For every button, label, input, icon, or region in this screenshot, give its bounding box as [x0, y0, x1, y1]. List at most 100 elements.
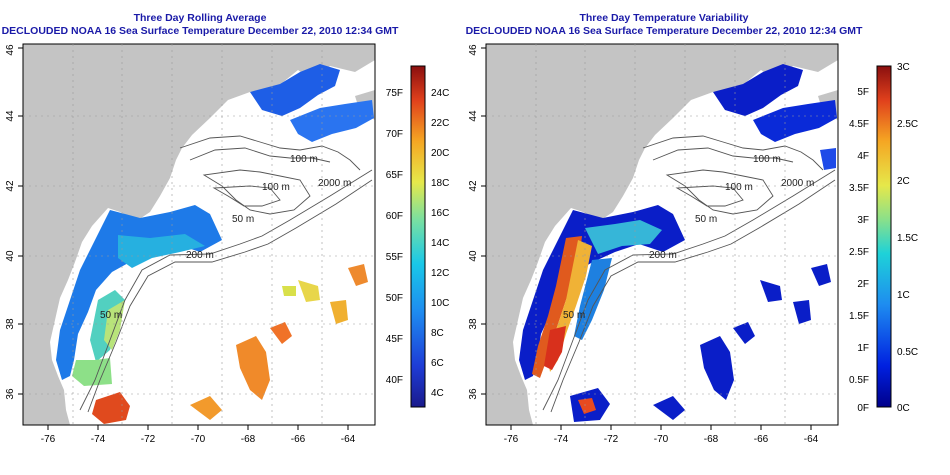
right-map-frame — [485, 43, 839, 426]
contour-label: 2000 m — [781, 178, 814, 189]
colorbar-right-label: 24C — [431, 88, 449, 99]
left-bathymetry-contours — [79, 135, 373, 413]
left-contour-labels: 100 m 100 m 50 m 2000 m 200 m 50 m — [100, 154, 351, 321]
colorbar-left-label: 45F — [386, 334, 403, 345]
right-y-axis: 36 38 40 42 44 46 — [468, 44, 486, 400]
y-tick-label: 38 — [468, 318, 479, 330]
contour-label: 200 m — [649, 250, 677, 261]
right-map-title-line2: DECLOUDED NOAA 16 Sea Surface Temperatur… — [465, 25, 863, 37]
left-colorbar: 75F 70F 65F 60F 55F 50F 45F 40F 24C 22C … — [386, 65, 449, 408]
x-tick-label: -74 — [554, 434, 569, 445]
right-map-title: Three Day Temperature Variability DECLOU… — [458, 12, 870, 38]
right-contour-labels: 100 m 100 m 50 m 2000 m 200 m 50 m — [563, 154, 814, 321]
y-tick-label: 46 — [468, 44, 479, 56]
x-tick-label: -66 — [291, 434, 306, 445]
right-map: 100 m 100 m 50 m 2000 m 200 m 50 m -76 -… — [468, 43, 918, 445]
y-tick-label: 42 — [468, 180, 479, 192]
colorbar-right-label: 2.5C — [897, 119, 918, 130]
colorbar-right-label: 6C — [431, 358, 444, 369]
colorbar-left-label: 5F — [857, 87, 869, 98]
y-tick-label: 44 — [5, 110, 16, 122]
colorbar-left-label: 3F — [857, 215, 869, 226]
contour-label: 100 m — [290, 154, 318, 165]
left-map: 100 m 100 m 50 m 2000 m 200 m 50 m -76 -… — [5, 43, 449, 445]
colorbar-left-label: 0.5F — [849, 375, 869, 386]
contour-label: 50 m — [100, 310, 122, 321]
colorbar-left-label: 75F — [386, 88, 403, 99]
colorbar-right-label: 2C — [897, 176, 910, 187]
colorbar-right-label: 3C — [897, 62, 910, 73]
left-map-land — [23, 44, 375, 425]
x-tick-label: -72 — [141, 434, 156, 445]
left-x-axis: -76 -74 -72 -70 -68 -66 -64 — [41, 425, 356, 445]
colorbar-right-label: 1.5C — [897, 233, 918, 244]
colorbar-left-label: 65F — [386, 170, 403, 181]
right-map-title-line1: Three Day Temperature Variability — [579, 12, 749, 24]
colorbar-right-label: 10C — [431, 298, 449, 309]
left-map-title-line2: DECLOUDED NOAA 16 Sea Surface Temperatur… — [1, 25, 399, 37]
colorbar-right-label: 4C — [431, 388, 444, 399]
x-tick-label: -68 — [704, 434, 719, 445]
x-tick-label: -74 — [91, 434, 106, 445]
x-tick-label: -76 — [41, 434, 56, 445]
y-tick-label: 46 — [5, 44, 16, 56]
colorbar-right-label: 20C — [431, 148, 449, 159]
colorbar-left-label: 60F — [386, 211, 403, 222]
x-tick-label: -72 — [604, 434, 619, 445]
y-tick-label: 44 — [468, 110, 479, 122]
left-map-frame — [22, 43, 376, 426]
colorbar-left-label: 70F — [386, 129, 403, 140]
y-tick-label: 42 — [5, 180, 16, 192]
colorbar-left-label: 4.5F — [849, 119, 869, 130]
colorbar-left-label: 1.5F — [849, 311, 869, 322]
colorbar-right-label: 8C — [431, 328, 444, 339]
x-tick-label: -64 — [341, 434, 356, 445]
right-map-grid — [486, 44, 838, 425]
left-colorbar-ramp — [410, 65, 426, 408]
left-y-axis: 36 38 40 42 44 46 — [5, 44, 23, 400]
x-tick-label: -66 — [754, 434, 769, 445]
contour-label: 2000 m — [318, 178, 351, 189]
x-tick-label: -70 — [191, 434, 206, 445]
x-tick-label: -64 — [804, 434, 819, 445]
colorbar-right-label: 1C — [897, 290, 910, 301]
x-tick-label: -70 — [654, 434, 669, 445]
colorbar-left-label: 3.5F — [849, 183, 869, 194]
colorbar-right-label: 12C — [431, 268, 449, 279]
colorbar-left-label: 1F — [857, 343, 869, 354]
right-variability-field — [519, 64, 837, 422]
colorbar-left-label: 40F — [386, 375, 403, 386]
y-tick-label: 36 — [5, 388, 16, 400]
contour-label: 100 m — [753, 154, 781, 165]
y-tick-label: 40 — [5, 250, 16, 262]
left-map-title-line1: Three Day Rolling Average — [133, 12, 267, 24]
left-map-title: Three Day Rolling Average DECLOUDED NOAA… — [0, 12, 400, 38]
colorbar-right-label: 16C — [431, 208, 449, 219]
right-colorbar-ramp — [876, 65, 892, 408]
contour-label: 100 m — [725, 182, 753, 193]
right-map-land — [486, 44, 838, 425]
colorbar-left-label: 2.5F — [849, 247, 869, 258]
colorbar-right-label: 14C — [431, 238, 449, 249]
contour-label: 100 m — [262, 182, 290, 193]
colorbar-left-label: 4F — [857, 151, 869, 162]
colorbar-left-label: 2F — [857, 279, 869, 290]
y-tick-label: 36 — [468, 388, 479, 400]
colorbar-right-label: 0.5C — [897, 347, 918, 358]
y-tick-label: 38 — [5, 318, 16, 330]
left-map-grid — [23, 44, 375, 425]
y-tick-label: 40 — [468, 250, 479, 262]
contour-label: 50 m — [563, 310, 585, 321]
right-colorbar: 5F 4.5F 4F 3.5F 3F 2.5F 2F 1.5F 1F 0.5F … — [849, 62, 918, 414]
x-tick-label: -68 — [241, 434, 256, 445]
contour-label: 50 m — [232, 214, 254, 225]
contour-label: 50 m — [695, 214, 717, 225]
x-tick-label: -76 — [504, 434, 519, 445]
left-sst-field — [56, 64, 374, 424]
colorbar-left-label: 0F — [857, 403, 869, 414]
colorbar-right-label: 22C — [431, 118, 449, 129]
colorbar-left-label: 55F — [386, 252, 403, 263]
colorbar-left-label: 50F — [386, 293, 403, 304]
right-bathymetry-contours — [542, 135, 836, 413]
